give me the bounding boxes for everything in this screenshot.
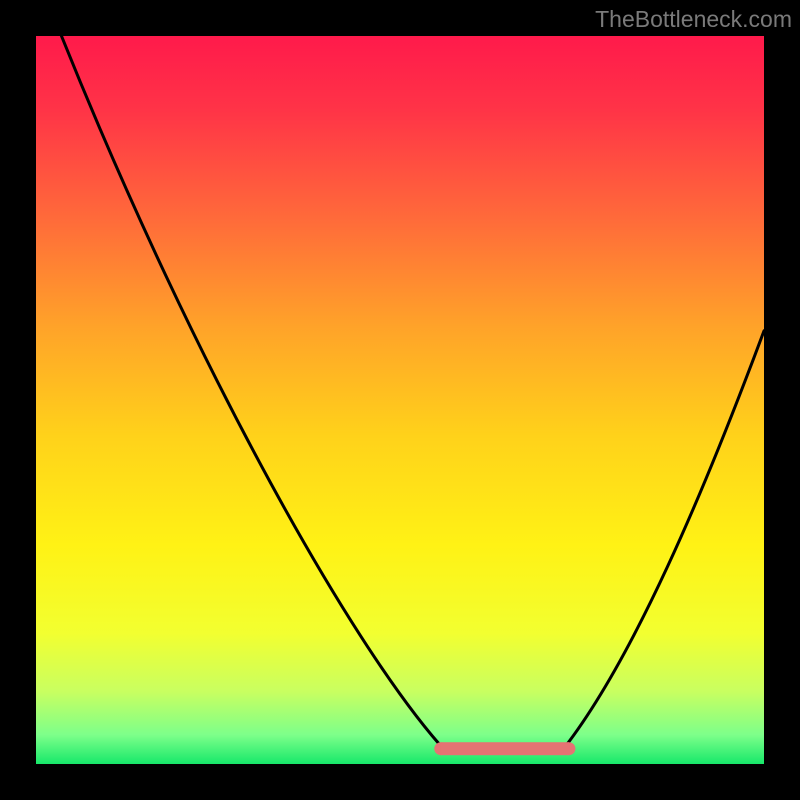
- bottom-marker: [434, 742, 575, 755]
- bottleneck-curve: [61, 36, 764, 753]
- marker-bar: [441, 742, 569, 755]
- chart-root: TheBottleneck.com: [0, 0, 800, 800]
- plot-area: [36, 36, 764, 764]
- marker-cap-right: [562, 742, 575, 755]
- curve-layer: [36, 36, 764, 764]
- watermark-text: TheBottleneck.com: [595, 6, 792, 33]
